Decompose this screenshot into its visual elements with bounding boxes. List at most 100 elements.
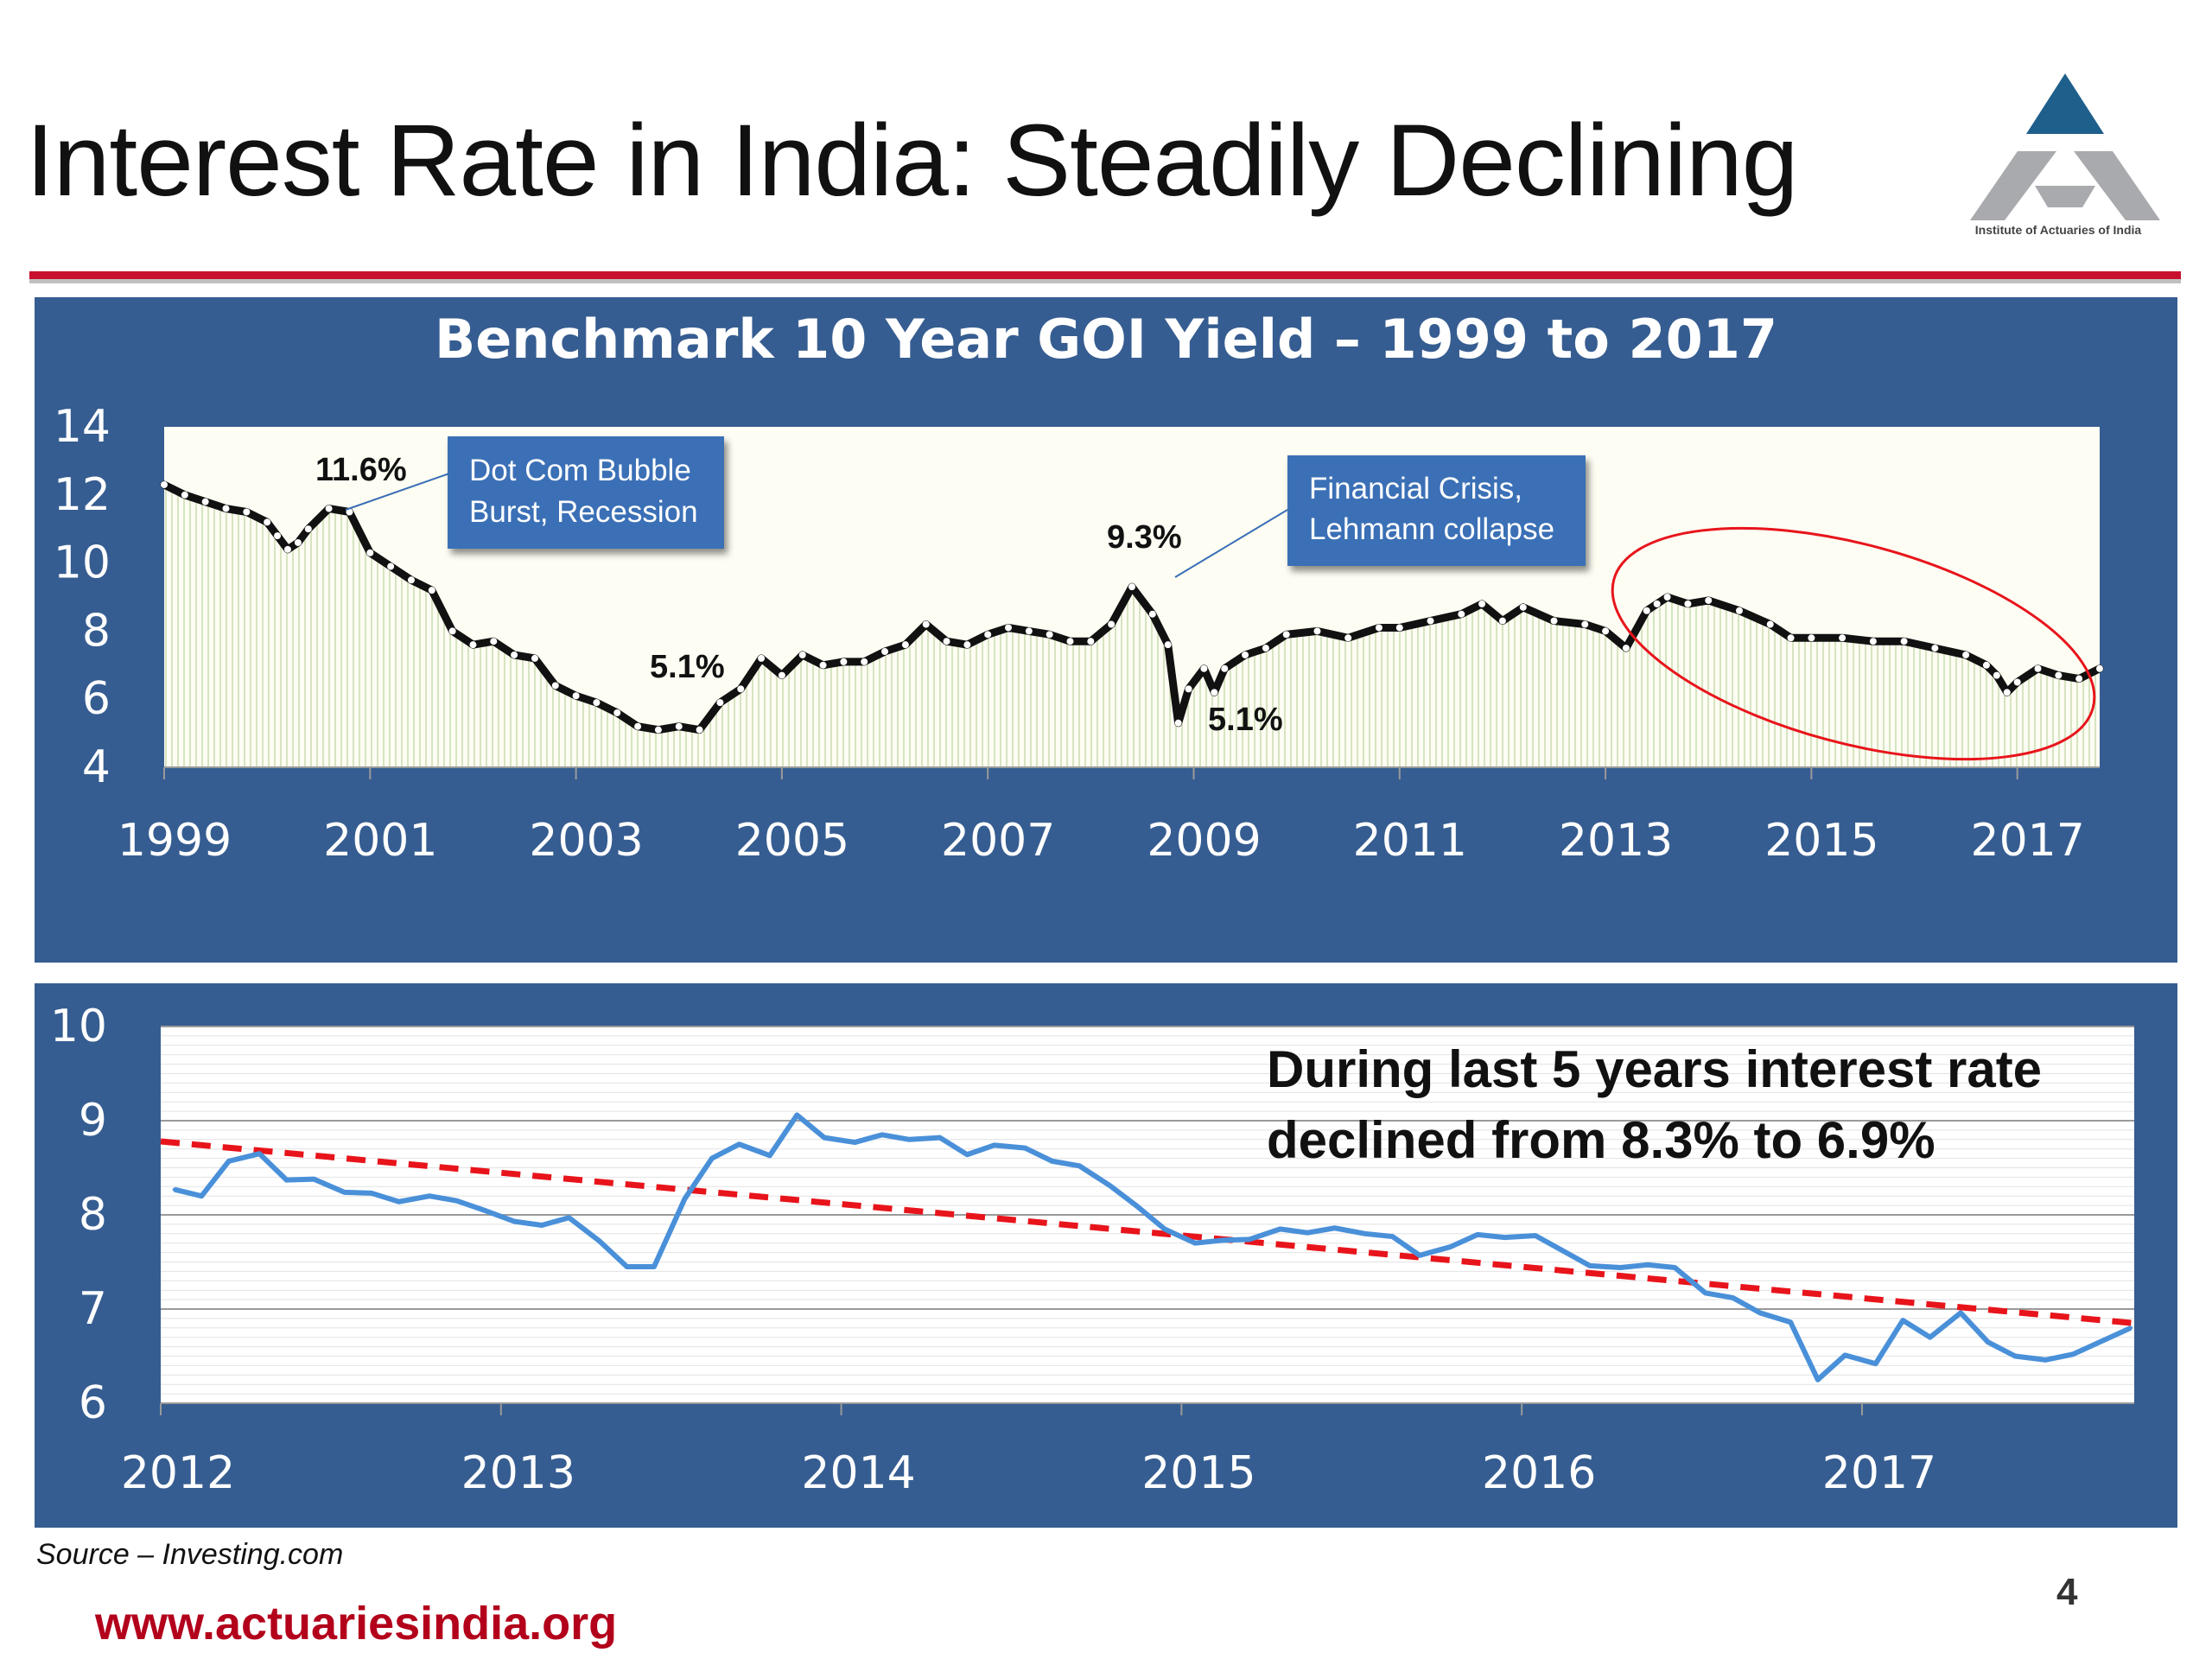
recent-data-point bbox=[1162, 1227, 1166, 1231]
recent-data-point bbox=[370, 1191, 374, 1195]
recent-data-point bbox=[992, 1143, 996, 1147]
x-tick-label-1: 1999 bbox=[118, 815, 232, 867]
source-note: Source – Investing.com bbox=[36, 1538, 344, 1571]
x-tick-label-1: 2015 bbox=[1764, 815, 1878, 867]
yield-data-point bbox=[1221, 664, 1229, 672]
yield-data-point bbox=[943, 638, 950, 645]
yield-data-point bbox=[613, 709, 621, 716]
yield-data-point bbox=[1581, 620, 1589, 628]
yield-data-point bbox=[1262, 645, 1269, 652]
yield-data-point bbox=[448, 627, 456, 635]
yield-data-point bbox=[2003, 689, 2011, 696]
recent-data-point bbox=[767, 1154, 772, 1158]
annotation-peak-1999: 11.6% bbox=[315, 452, 407, 488]
yield-data-point bbox=[1653, 600, 1661, 607]
annotation-low-2009: 5.1% bbox=[1208, 702, 1283, 738]
recent-data-point bbox=[342, 1190, 346, 1194]
y-tick-label-1: 14 bbox=[54, 401, 111, 453]
recent-data-point bbox=[1533, 1233, 1537, 1237]
callout-text-dotcom-line1: Dot Com Bubble bbox=[469, 454, 691, 487]
yield-data-point bbox=[1900, 638, 1908, 645]
yield-data-point bbox=[1519, 603, 1527, 611]
yield-data-point bbox=[1046, 631, 1053, 639]
yield-area-fill bbox=[164, 484, 2100, 767]
yield-data-point bbox=[572, 692, 580, 700]
institute-logo bbox=[1970, 73, 2160, 220]
yield-data-point bbox=[1395, 624, 1403, 632]
yield-data-point bbox=[1766, 620, 1774, 628]
yield-data-point bbox=[428, 587, 435, 594]
recent-data-point bbox=[822, 1135, 826, 1140]
annotation-low-2003: 5.1% bbox=[650, 649, 725, 685]
yield-data-point bbox=[294, 538, 302, 546]
yield-data-point bbox=[675, 722, 683, 730]
yield-data-point bbox=[2075, 675, 2083, 683]
recent-data-point bbox=[1050, 1159, 1054, 1163]
yield-data-point bbox=[1066, 638, 1074, 645]
recent-data-point bbox=[172, 1187, 176, 1192]
yield-data-point bbox=[1869, 638, 1877, 645]
recent-data-point bbox=[1503, 1236, 1507, 1240]
y-tick-label-1: 12 bbox=[54, 469, 111, 521]
yield-data-point bbox=[2034, 664, 2042, 672]
recent-data-point bbox=[1560, 1249, 1565, 1253]
recent-data-point bbox=[512, 1219, 517, 1224]
recent-data-point bbox=[2044, 1357, 2048, 1362]
callout-pointer-crisis bbox=[1174, 509, 1288, 578]
x-tick-label-1: 2003 bbox=[529, 815, 643, 867]
recent-data-point bbox=[1108, 1184, 1112, 1188]
recent-data-point bbox=[428, 1194, 432, 1198]
recent-data-point bbox=[540, 1223, 544, 1227]
yield-data-point bbox=[1005, 624, 1013, 632]
x-tick-label-2: 2015 bbox=[1141, 1447, 1255, 1499]
yield-data-point bbox=[366, 549, 374, 556]
yield-data-point bbox=[1622, 645, 1630, 652]
yield-data-point bbox=[1242, 651, 1249, 658]
recent-data-point bbox=[938, 1135, 942, 1140]
yield-data-point bbox=[1982, 661, 1990, 669]
callout-pointer-dotcom bbox=[345, 473, 450, 511]
recent-data-point bbox=[652, 1264, 656, 1268]
recent-data-point bbox=[200, 1194, 204, 1198]
y-tick-label-2: 9 bbox=[79, 1095, 107, 1147]
website-link[interactable]: www.actuariesindia.org bbox=[95, 1598, 618, 1649]
insight-text-line1: During last 5 years interest rate bbox=[1267, 1040, 2042, 1098]
logo-grey-shape-right bbox=[2074, 151, 2160, 220]
recent-data-point bbox=[597, 1239, 601, 1243]
header-divider-shadow bbox=[29, 279, 2181, 283]
yield-data-point bbox=[2013, 678, 2021, 686]
x-tick-label-1: 2005 bbox=[735, 815, 849, 867]
yield-data-point bbox=[387, 563, 395, 570]
recent-data-point bbox=[625, 1264, 629, 1268]
yield-data-point bbox=[201, 498, 209, 505]
yield-data-point bbox=[922, 620, 930, 628]
yield-data-point bbox=[758, 654, 766, 662]
yield-data-point bbox=[1282, 631, 1290, 639]
recent-data-point bbox=[1731, 1295, 1735, 1300]
yield-data-point bbox=[1087, 638, 1095, 645]
recent-data-point bbox=[2013, 1354, 2018, 1358]
yield-data-point bbox=[551, 682, 559, 690]
callout-text-crisis-line2: Lehmann collapse bbox=[1309, 512, 1554, 546]
yield-data-point bbox=[798, 651, 806, 658]
x-tick-label-1: 2007 bbox=[941, 815, 1055, 867]
recent-data-point bbox=[1928, 1335, 1932, 1339]
recent-data-point bbox=[1220, 1238, 1224, 1243]
yield-data-point bbox=[1185, 685, 1192, 693]
recent-data-point bbox=[1077, 1164, 1082, 1168]
recent-data-point bbox=[482, 1208, 486, 1212]
slide-title: Interest Rate in India: Steadily Declini… bbox=[26, 104, 1798, 218]
recent-data-point bbox=[1475, 1232, 1479, 1236]
recent-data-point bbox=[795, 1113, 799, 1117]
recent-data-point bbox=[454, 1198, 459, 1203]
yield-data-point bbox=[1148, 610, 1156, 618]
yield-data-point bbox=[222, 505, 230, 512]
yield-data-point bbox=[1211, 689, 1218, 696]
recent-data-point bbox=[1789, 1320, 1793, 1325]
yield-data-point bbox=[1427, 617, 1434, 625]
recent-data-point bbox=[853, 1141, 857, 1145]
recent-data-point bbox=[1959, 1311, 1963, 1315]
x-tick-label-1: 2013 bbox=[1559, 815, 1673, 867]
yield-data-point bbox=[1663, 594, 1671, 601]
yield-data-point bbox=[963, 641, 971, 649]
